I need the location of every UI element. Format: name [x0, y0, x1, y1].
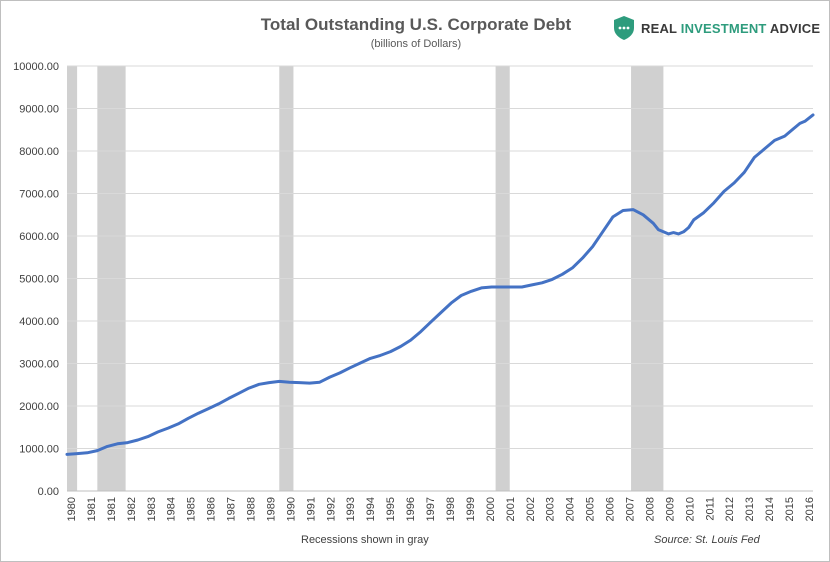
y-tick-label: 9000.00 [19, 104, 59, 116]
y-tick-label: 0.00 [38, 486, 59, 498]
x-tick-label: 1982 [126, 497, 138, 521]
x-tick-label: 2001 [505, 497, 517, 521]
x-tick-label: 1985 [186, 497, 198, 521]
chart-subtitle: (billions of Dollars) [370, 38, 462, 50]
x-tick-label: 1999 [465, 497, 477, 521]
y-tick-label: 6000.00 [19, 231, 59, 243]
x-tick-label: 1983 [146, 497, 158, 521]
y-tick-label: 1000.00 [19, 444, 59, 456]
x-tick-label: 1987 [226, 497, 238, 521]
x-tick-label: 2007 [624, 497, 636, 521]
y-tick-label: 2000.00 [19, 401, 59, 413]
x-tick-label: 1980 [66, 497, 78, 521]
x-tick-label: 2003 [545, 497, 557, 521]
x-tick-label: 2010 [684, 497, 696, 521]
x-tick-label: 2004 [565, 497, 577, 521]
x-tick-label: 1991 [305, 497, 317, 521]
y-tick-label: 10000.00 [13, 61, 59, 73]
x-tick-label: 1988 [246, 497, 258, 521]
recession-caption: Recessions shown in gray [301, 534, 429, 546]
y-tick-label: 4000.00 [19, 316, 59, 328]
brand-logo: REAL INVESTMENT ADVICE [613, 15, 820, 41]
x-tick-label: 2012 [724, 497, 736, 521]
x-tick-label: 1981 [86, 497, 98, 521]
x-tick-label: 1989 [265, 497, 277, 521]
x-tick-label: 2002 [525, 497, 537, 521]
x-tick-label: 2014 [764, 497, 776, 521]
x-tick-label: 1998 [445, 497, 457, 521]
x-tick-label: 2013 [744, 497, 756, 521]
x-tick-label: 2016 [804, 497, 816, 521]
x-tick-label: 1984 [166, 497, 178, 521]
x-tick-label: 1981 [106, 497, 118, 521]
brand-name-accent: INVESTMENT [680, 20, 767, 36]
x-tick-label: 2009 [664, 497, 676, 521]
x-tick-label: 1990 [285, 497, 297, 521]
x-tick-label: 1993 [345, 497, 357, 521]
x-tick-label: 1986 [206, 497, 218, 521]
x-tick-label: 2008 [644, 497, 656, 521]
x-tick-label: 2006 [605, 497, 617, 521]
x-tick-label: 2005 [585, 497, 597, 521]
y-tick-label: 8000.00 [19, 146, 59, 158]
brand-name: REAL INVESTMENT ADVICE [641, 21, 820, 36]
series-line [65, 113, 815, 456]
x-tick-label: 1995 [385, 497, 397, 521]
x-tick-label: 1996 [405, 497, 417, 521]
brand-name-suffix: ADVICE [766, 20, 821, 36]
source-note: Source: St. Louis Fed [654, 534, 760, 546]
x-tick-label: 1994 [365, 497, 377, 521]
shield-chart-icon [614, 16, 634, 40]
x-tick-label: 1997 [425, 497, 437, 521]
y-tick-label: 5000.00 [19, 274, 59, 286]
x-tick-label: 1992 [325, 497, 337, 521]
x-tick-label: 2000 [485, 497, 497, 521]
brand-name-prefix: REAL [641, 20, 681, 36]
x-tick-label: 2015 [784, 497, 796, 521]
y-tick-label: 3000.00 [19, 359, 59, 371]
y-tick-label: 7000.00 [19, 189, 59, 201]
chart-title: Total Outstanding U.S. Corporate Debt [260, 15, 572, 34]
x-tick-label: 2011 [704, 497, 716, 521]
